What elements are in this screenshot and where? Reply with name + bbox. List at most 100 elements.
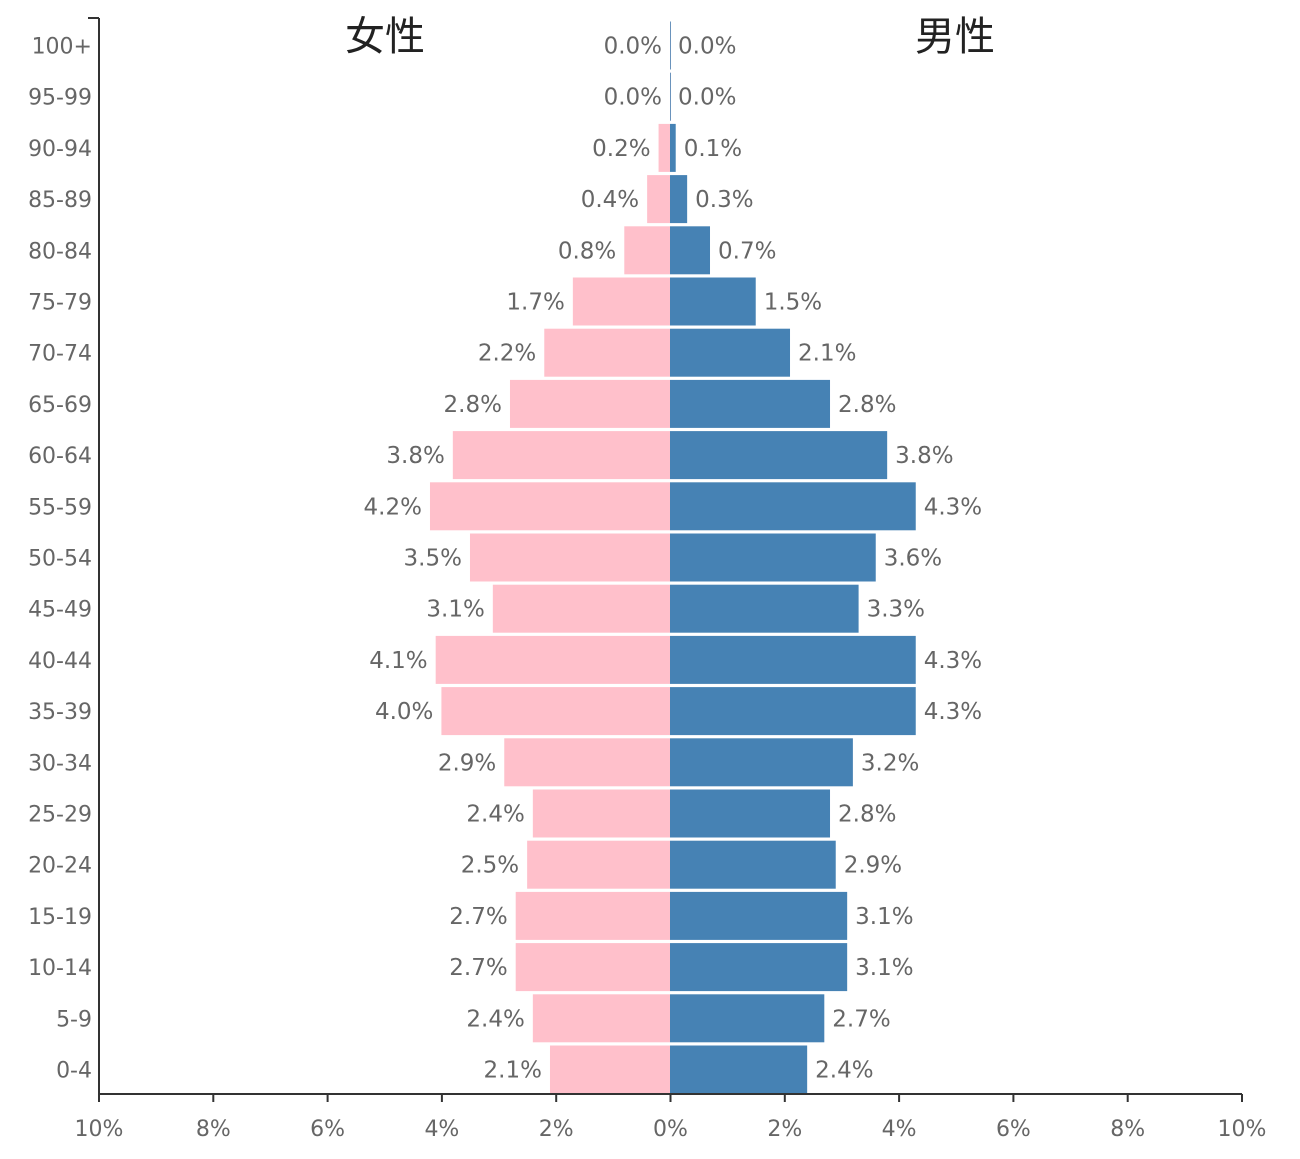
- male-value-label: 2.8%: [838, 802, 896, 828]
- male-bar: [670, 687, 916, 736]
- female-value-label: 0.4%: [581, 187, 639, 213]
- y-tick-label: 40-44: [28, 649, 92, 674]
- male-bar: [670, 328, 791, 377]
- female-bar: [429, 482, 670, 531]
- x-tick-label: 2%: [539, 1117, 574, 1142]
- y-tick-label: 30-34: [28, 751, 92, 776]
- male-value-label: 0.7%: [718, 238, 776, 264]
- x-tick-label: 8%: [196, 1117, 231, 1142]
- y-tick-label: 15-19: [28, 905, 92, 930]
- female-bar: [549, 1045, 670, 1094]
- male-bar: [670, 123, 676, 172]
- male-value-label: 2.1%: [798, 341, 856, 367]
- y-tick-label: 55-59: [28, 495, 92, 520]
- y-tick-label: 20-24: [28, 854, 92, 879]
- male-bar: [670, 533, 876, 582]
- male-bar: [670, 277, 756, 326]
- female-value-label: 2.9%: [438, 750, 496, 776]
- female-value-label: 2.7%: [449, 904, 507, 930]
- y-tick-label: 60-64: [28, 444, 92, 469]
- y-tick-label: 95-99: [28, 86, 92, 111]
- female-value-label: 3.8%: [386, 443, 444, 469]
- male-bar: [670, 226, 711, 275]
- male-value-label: 2.9%: [844, 853, 902, 879]
- x-tick-label: 6%: [996, 1117, 1031, 1142]
- y-tick-label: 0-4: [56, 1059, 92, 1084]
- female-title: 女性: [345, 14, 425, 60]
- male-bar: [670, 738, 853, 787]
- male-value-label: 0.1%: [684, 136, 742, 162]
- female-bar: [515, 891, 670, 940]
- y-tick-label: 90-94: [28, 137, 92, 162]
- female-bar: [658, 123, 670, 172]
- female-value-label: 2.5%: [461, 853, 519, 879]
- male-bar: [670, 891, 848, 940]
- female-value-label: 3.1%: [426, 597, 484, 623]
- male-value-label: 2.8%: [838, 392, 896, 418]
- female-value-label: 2.4%: [466, 802, 524, 828]
- female-value-label: 4.1%: [369, 648, 427, 674]
- male-value-label: 2.7%: [832, 1006, 890, 1032]
- female-bar: [624, 226, 670, 275]
- male-bar: [670, 789, 831, 838]
- y-tick-label: 10-14: [28, 956, 92, 981]
- male-value-label: 0.3%: [695, 187, 753, 213]
- female-value-label: 4.0%: [375, 699, 433, 725]
- male-value-label: 4.3%: [924, 699, 982, 725]
- y-tick-label: 80-84: [28, 239, 92, 264]
- female-bar: [527, 840, 670, 889]
- female-value-label: 2.1%: [484, 1058, 542, 1084]
- male-title: 男性: [915, 14, 995, 60]
- male-value-label: 4.3%: [924, 494, 982, 520]
- male-value-label: 4.3%: [924, 648, 982, 674]
- male-bar: [670, 840, 836, 889]
- male-value-label: 3.2%: [861, 750, 919, 776]
- male-value-label: 3.1%: [855, 955, 913, 981]
- y-tick-label: 75-79: [28, 291, 92, 316]
- male-value-label: 2.4%: [815, 1058, 873, 1084]
- female-bar: [469, 533, 670, 582]
- y-tick-label: 65-69: [28, 393, 92, 418]
- female-bar: [532, 789, 670, 838]
- male-bar: [670, 482, 916, 531]
- male-value-label: 1.5%: [764, 290, 822, 316]
- female-value-label: 2.4%: [466, 1006, 524, 1032]
- x-tick-label: 2%: [767, 1117, 802, 1142]
- x-tick-label: 10%: [75, 1117, 124, 1142]
- y-tick-label: 85-89: [28, 188, 92, 213]
- female-value-label: 0.0%: [604, 34, 662, 60]
- x-tick-label: 10%: [1218, 1117, 1267, 1142]
- x-tick-label: 4%: [882, 1117, 917, 1142]
- female-value-label: 0.2%: [592, 136, 650, 162]
- y-tick-label: 70-74: [28, 342, 92, 367]
- female-bar: [452, 431, 670, 480]
- female-bar: [509, 379, 670, 428]
- female-bar: [504, 738, 670, 787]
- female-bar: [435, 635, 670, 684]
- male-bar: [670, 943, 848, 992]
- y-tick-label: 50-54: [28, 547, 92, 572]
- male-bar: [670, 994, 825, 1043]
- x-tick-label: 0%: [653, 1117, 688, 1142]
- female-bar: [492, 584, 670, 633]
- female-bar: [544, 328, 670, 377]
- y-tick-label: 35-39: [28, 700, 92, 725]
- female-bar: [647, 175, 670, 224]
- male-value-label: 0.0%: [678, 85, 736, 111]
- female-value-label: 0.8%: [558, 238, 616, 264]
- y-tick-label: 25-29: [28, 803, 92, 828]
- y-tick-label: 45-49: [28, 598, 92, 623]
- x-tick-label: 4%: [424, 1117, 459, 1142]
- y-tick-label: 5-9: [56, 1007, 92, 1032]
- male-bar: [670, 1045, 808, 1094]
- female-value-label: 2.2%: [478, 341, 536, 367]
- female-value-label: 1.7%: [506, 290, 564, 316]
- male-bar: [670, 21, 671, 70]
- male-bar: [670, 431, 888, 480]
- female-value-label: 3.5%: [404, 546, 462, 572]
- male-bar: [670, 635, 916, 684]
- male-value-label: 3.8%: [895, 443, 953, 469]
- female-bar: [532, 994, 670, 1043]
- male-value-label: 0.0%: [678, 34, 736, 60]
